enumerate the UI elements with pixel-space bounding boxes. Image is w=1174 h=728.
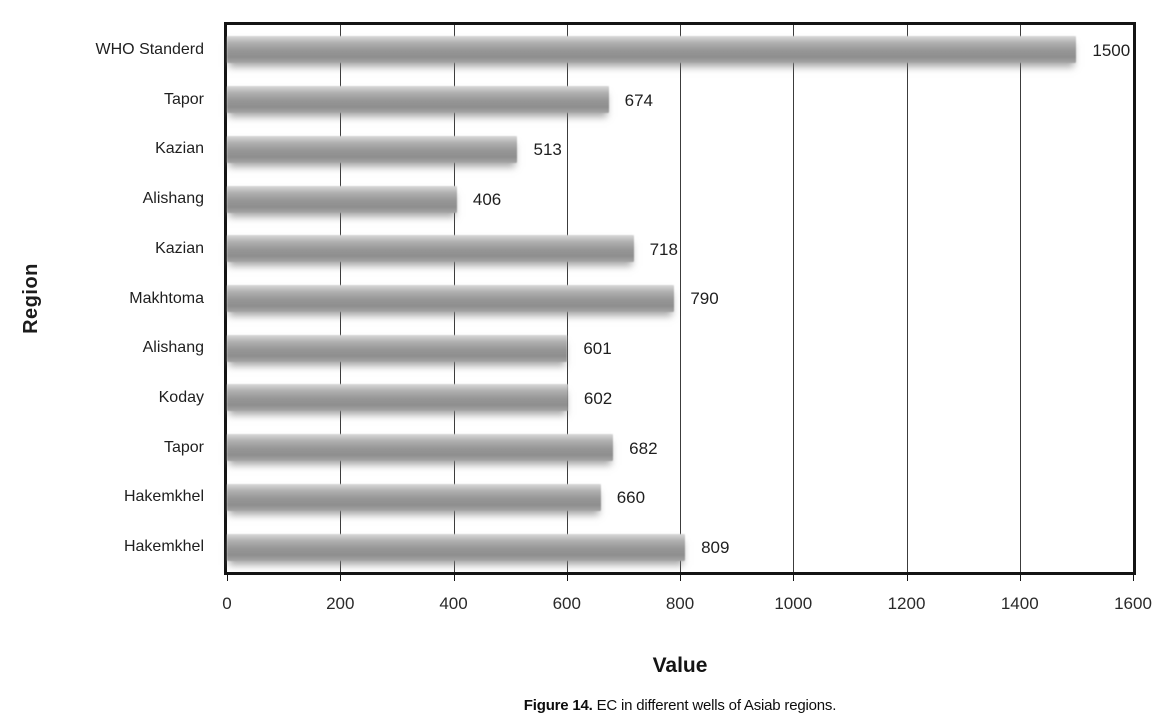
bar-row: 674 [227,75,1133,125]
x-axis-title: Value [652,654,708,677]
x-tick-label: 1600 [1114,594,1152,613]
bar-row: 718 [227,224,1133,274]
category-label: Hakemkhel [123,538,204,556]
bar-value-label: 1500 [1092,40,1131,60]
x-axis-tick [566,575,568,581]
bar-value-label: 790 [690,289,719,309]
x-tick-label: 1200 [887,594,926,613]
bar [227,235,634,263]
category-label: Hakemkhel [123,488,204,506]
x-axis-tick [906,575,908,581]
bar-value-label: 406 [472,190,502,210]
bar [227,86,609,114]
x-tick-label: 1000 [774,594,813,613]
bar [227,533,686,561]
bar-row: 513 [227,124,1133,174]
x-tick-label: 0 [222,594,232,613]
category-label: Kazian [155,239,204,257]
bar-row: 1500 [227,25,1133,75]
bar [227,185,457,213]
x-axis-tick [453,575,455,581]
category-label: Kazian [155,140,204,158]
bar-value-label: 601 [583,339,612,359]
x-axis-tick [227,575,228,581]
category-label: Alishang [142,339,204,357]
bar-value-label: 513 [533,140,562,160]
bar-value-label: 809 [701,538,730,558]
bar-value-label: 660 [616,488,646,508]
category-label: WHO Standerd [95,40,204,58]
bar-row: 602 [227,373,1133,423]
figure-caption-number: Figure 14. [523,697,593,714]
bar-value-label: 682 [629,438,658,458]
bar-row: 790 [227,274,1133,324]
x-axis-tick [680,575,681,581]
gridline [1019,25,1021,572]
x-axis-tick [1133,575,1134,581]
bar-value-label: 718 [649,239,678,259]
figure-caption-text: EC in different wells of Asiab regions. [592,697,837,714]
plot-area: 1500 674 513 406 718 790 601 602 682 660 809 [224,22,1136,575]
bar [227,36,1077,64]
x-axis-tick [793,575,795,581]
category-label: Alishang [142,190,204,208]
bar-row: 809 [227,522,1133,572]
bar [227,483,601,511]
gridline [793,25,795,572]
category-label: Koday [158,388,204,406]
x-tick-label: 400 [439,594,468,613]
category-label: Makhtoma [129,289,204,307]
bar-row: 660 [227,473,1133,523]
category-label: Tapor [163,438,204,456]
bar-row: 682 [227,423,1133,473]
bar [227,384,568,412]
bar [227,434,614,462]
x-tick-label: 800 [665,594,695,613]
x-tick-label: 200 [326,594,355,613]
category-labels: WHO Standerd Tapor Kazian Alishang Kazian Mak… [0,22,214,575]
bar-value-label: 602 [583,388,613,408]
bar-row: 406 [227,174,1133,224]
x-axis-tick [340,575,342,581]
x-tick-label: 600 [552,594,581,613]
gridline [680,25,681,572]
bar [227,135,518,163]
x-axis-tick [1019,575,1021,581]
x-tick-label: 1400 [1000,594,1039,613]
bar-value-label: 674 [624,90,654,110]
bar [227,334,568,362]
bar-row: 601 [227,323,1133,373]
category-label: Tapor [163,90,204,108]
figure-caption: Figure 14. EC in different wells of Asia… [224,697,1136,714]
gridline [906,25,908,572]
bar [227,284,675,312]
